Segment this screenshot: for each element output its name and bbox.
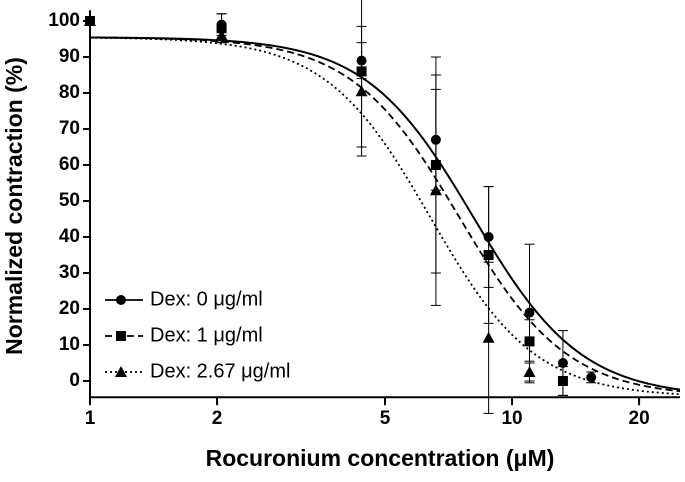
y-tick-label: 70 <box>59 118 80 139</box>
x-tick-label: 2 <box>212 408 223 429</box>
data-point <box>482 331 495 343</box>
data-point <box>557 358 568 368</box>
y-tick-label: 20 <box>59 298 80 319</box>
legend-label: Dex: 1 μg/ml <box>150 324 263 346</box>
y-tick-label: 80 <box>59 82 80 103</box>
x-tick-label: 1 <box>85 408 96 429</box>
data-point <box>524 307 535 318</box>
data-point <box>586 372 597 383</box>
legend-marker <box>116 295 126 305</box>
y-tick-label: 50 <box>59 190 80 211</box>
data-point <box>84 15 96 26</box>
y-tick-label: 90 <box>59 46 80 67</box>
legend-label: Dex: 0 μg/ml <box>150 288 263 310</box>
y-tick-label: 60 <box>59 154 80 175</box>
data-point <box>557 376 568 386</box>
legend-marker <box>115 366 127 377</box>
data-point <box>215 29 228 41</box>
y-axis-title: Normalized contraction (%) <box>1 57 27 355</box>
data-point <box>483 250 494 260</box>
fit-curve <box>89 36 681 393</box>
x-tick-label: 20 <box>629 408 650 429</box>
data-point <box>523 366 536 377</box>
data-point <box>524 336 535 347</box>
data-point <box>429 184 442 196</box>
fit-curve <box>89 36 681 396</box>
y-tick-label: 0 <box>69 370 80 391</box>
x-tick-label: 10 <box>501 408 522 429</box>
y-tick-label: 10 <box>59 334 80 355</box>
y-tick-label: 30 <box>59 262 80 283</box>
legend-label: Dex: 2.67 μg/ml <box>150 360 290 382</box>
x-tick-label: 5 <box>380 408 391 429</box>
data-point <box>355 85 368 97</box>
y-tick-label: 100 <box>48 10 80 31</box>
legend-marker <box>116 331 126 341</box>
fit-curve <box>89 36 681 391</box>
x-axis-title: Rocuronium concentration (μM) <box>206 445 555 471</box>
y-tick-label: 40 <box>59 226 80 247</box>
